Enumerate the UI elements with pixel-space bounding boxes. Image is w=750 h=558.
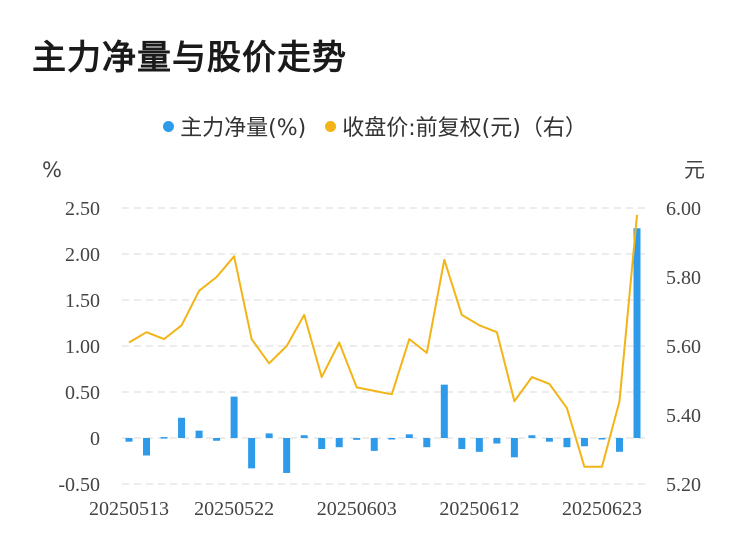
y-right-unit: 元 (684, 158, 705, 182)
bar-net-flow (475, 438, 483, 452)
bar-net-flow (353, 438, 361, 440)
bar-net-flow (405, 434, 413, 438)
line-close-price (128, 214, 638, 468)
y-left-tick-label: 2.50 (65, 198, 100, 220)
bar-net-flow (265, 433, 273, 438)
y-left-tick-label: 0.50 (65, 382, 100, 404)
y-left-tick-label: 0 (90, 428, 100, 450)
bar-net-flow (213, 438, 221, 441)
bar-net-flow (370, 438, 378, 451)
bar-net-flow (528, 435, 536, 438)
bar-net-flow (633, 228, 641, 438)
x-tick-label: 20250513 (89, 498, 169, 520)
legend-dot-close-price (325, 121, 337, 132)
bar-net-flow (178, 417, 186, 438)
bar-net-flow (440, 384, 448, 438)
bar-net-flow (335, 438, 343, 448)
y-left-tick-label: -0.50 (58, 474, 100, 496)
x-tick-label: 20250612 (439, 498, 519, 520)
x-tick-label: 20250522 (194, 498, 274, 520)
bar-net-flow (283, 438, 291, 473)
bar-net-flow (423, 438, 431, 448)
bar-net-flow (143, 438, 151, 456)
bar-net-flow (318, 438, 326, 450)
bar-net-flow (300, 435, 308, 438)
legend: 主力净量(%) 收盘价:前复权(元)（右） (0, 110, 750, 142)
legend-item-net-flow[interactable]: 主力净量(%) (163, 110, 306, 142)
bar-net-flow (563, 438, 571, 448)
bar-net-flow (230, 396, 238, 438)
bar-net-flow (160, 437, 168, 439)
bar-net-flow (388, 438, 396, 440)
y-right-tick-label: 5.40 (666, 405, 701, 427)
legend-label-net-flow: 主力净量(%) (180, 116, 307, 141)
bar-net-flow (615, 438, 623, 452)
bar-net-flow (493, 438, 501, 444)
bar-net-flow (545, 438, 553, 442)
y-right-tick-label: 5.60 (666, 336, 701, 358)
y-left-tick-label: 1.50 (65, 290, 100, 312)
bar-net-flow (458, 438, 466, 450)
y-right-tick-label: 6.00 (666, 198, 701, 220)
legend-item-close-price[interactable]: 收盘价:前复权(元)（右） (325, 110, 587, 142)
x-tick-label: 20250623 (562, 498, 642, 520)
chart-title: 主力净量与股价走势 (32, 38, 347, 78)
y-left-tick-label: 1.00 (65, 336, 100, 358)
y-right-tick-label: 5.20 (666, 474, 701, 496)
y-right-tick-label: 5.80 (666, 267, 701, 289)
bar-net-flow (580, 438, 588, 447)
y-left-unit: % (42, 158, 62, 182)
y-left-tick-label: 2.00 (65, 244, 100, 266)
bar-net-flow (125, 438, 133, 442)
legend-dot-net-flow (163, 121, 175, 132)
bar-net-flow (195, 430, 203, 438)
x-tick-label: 20250603 (317, 498, 397, 520)
bar-net-flow (598, 438, 606, 440)
bar-net-flow (510, 438, 518, 458)
legend-label-close-price: 收盘价:前复权(元)（右） (342, 116, 587, 141)
bar-net-flow (248, 438, 256, 469)
